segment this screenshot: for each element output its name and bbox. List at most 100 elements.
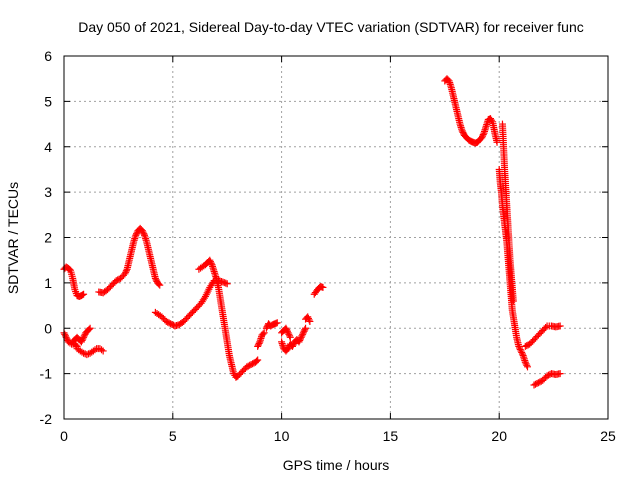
data-point bbox=[253, 357, 261, 365]
data-point bbox=[523, 363, 531, 371]
data-point bbox=[139, 228, 147, 236]
data-point bbox=[518, 348, 526, 356]
data-point bbox=[285, 330, 293, 338]
data-point bbox=[156, 281, 164, 289]
data-point bbox=[296, 336, 304, 344]
data-point bbox=[155, 280, 163, 288]
data-point bbox=[299, 330, 307, 338]
data-point bbox=[556, 322, 564, 330]
data-point bbox=[282, 324, 290, 332]
data-point bbox=[206, 256, 214, 264]
data-point bbox=[295, 338, 303, 346]
data-point bbox=[260, 329, 268, 337]
data-point bbox=[296, 335, 304, 343]
data-point bbox=[304, 313, 312, 321]
data-point bbox=[305, 316, 313, 324]
x-tick-labels: 0 5 10 15 20 25 bbox=[60, 428, 616, 444]
data-point bbox=[77, 338, 85, 346]
x-tick-label-5: 5 bbox=[169, 428, 177, 444]
data-point bbox=[207, 259, 215, 267]
data-point bbox=[301, 326, 309, 334]
data-point bbox=[152, 276, 160, 284]
data-point bbox=[122, 268, 130, 276]
data-point bbox=[458, 127, 466, 135]
data-point bbox=[63, 335, 71, 343]
data-point bbox=[255, 339, 263, 347]
data-point bbox=[122, 267, 130, 275]
data-point bbox=[516, 344, 524, 352]
data-point bbox=[516, 345, 524, 353]
data-point bbox=[207, 258, 215, 266]
x-tick-label-20: 20 bbox=[491, 428, 507, 444]
y-tick-label-6: 6 bbox=[44, 48, 52, 64]
data-point bbox=[302, 324, 310, 332]
data-point bbox=[289, 341, 297, 349]
x-tick-label-10: 10 bbox=[274, 428, 290, 444]
data-point bbox=[523, 361, 531, 369]
y-tick-label-5: 5 bbox=[44, 93, 52, 109]
data-point bbox=[86, 324, 94, 332]
data-point bbox=[542, 323, 550, 331]
y-tick-label-2: 2 bbox=[44, 230, 52, 246]
data-point bbox=[288, 342, 296, 350]
y-tick-label-3: 3 bbox=[44, 184, 52, 200]
data-point bbox=[80, 332, 88, 340]
data-point bbox=[509, 297, 517, 305]
data-point bbox=[222, 279, 230, 287]
y-axis-label: SDTVAR / TECUs bbox=[5, 182, 21, 294]
data-point bbox=[78, 291, 86, 299]
data-point bbox=[61, 332, 69, 340]
data-point bbox=[479, 132, 487, 140]
data-point bbox=[304, 314, 312, 322]
data-point bbox=[72, 341, 80, 349]
data-point bbox=[80, 349, 88, 357]
data-point bbox=[286, 332, 294, 340]
y-tick-labels: -2 -1 0 1 2 3 4 5 6 bbox=[40, 48, 53, 427]
y-tick-label-neg1: -1 bbox=[40, 366, 53, 382]
data-point bbox=[273, 319, 281, 327]
data-point bbox=[517, 347, 525, 355]
x-tick-label-0: 0 bbox=[60, 428, 68, 444]
data-point bbox=[488, 116, 496, 124]
data-point bbox=[283, 326, 291, 334]
x-tick-label-25: 25 bbox=[600, 428, 616, 444]
x-tick-label-15: 15 bbox=[383, 428, 399, 444]
data-point bbox=[300, 327, 308, 335]
data-point bbox=[121, 270, 129, 278]
data-point bbox=[223, 280, 231, 288]
x-axis-label: GPS time / hours bbox=[283, 457, 390, 473]
data-point bbox=[298, 332, 306, 340]
data-point bbox=[138, 227, 146, 235]
data-point bbox=[78, 336, 86, 344]
data-point bbox=[83, 351, 91, 359]
data-point bbox=[91, 346, 99, 354]
data-point bbox=[319, 283, 327, 291]
data-point bbox=[306, 317, 314, 325]
data-point bbox=[286, 333, 294, 341]
data-point bbox=[254, 356, 262, 364]
data-point bbox=[80, 290, 88, 298]
data-point bbox=[283, 327, 291, 335]
data-point bbox=[284, 329, 292, 337]
data-point bbox=[284, 345, 292, 353]
data-point bbox=[493, 138, 501, 146]
data-point bbox=[262, 324, 270, 332]
data-point bbox=[254, 342, 262, 350]
data-point bbox=[79, 335, 87, 343]
y-tick-label-neg2: -2 bbox=[40, 411, 53, 427]
data-points bbox=[60, 75, 564, 389]
data-point bbox=[133, 230, 141, 238]
data-point bbox=[98, 346, 106, 354]
data-point bbox=[478, 134, 486, 142]
data-point bbox=[200, 294, 208, 302]
data-point bbox=[518, 350, 526, 358]
y-tick-label-4: 4 bbox=[44, 139, 52, 155]
data-point bbox=[515, 342, 523, 350]
data-point bbox=[459, 128, 467, 136]
y-tick-label-1: 1 bbox=[44, 275, 52, 291]
data-point bbox=[85, 325, 93, 333]
data-point bbox=[132, 231, 140, 239]
data-point bbox=[151, 274, 159, 282]
data-point bbox=[99, 347, 107, 355]
